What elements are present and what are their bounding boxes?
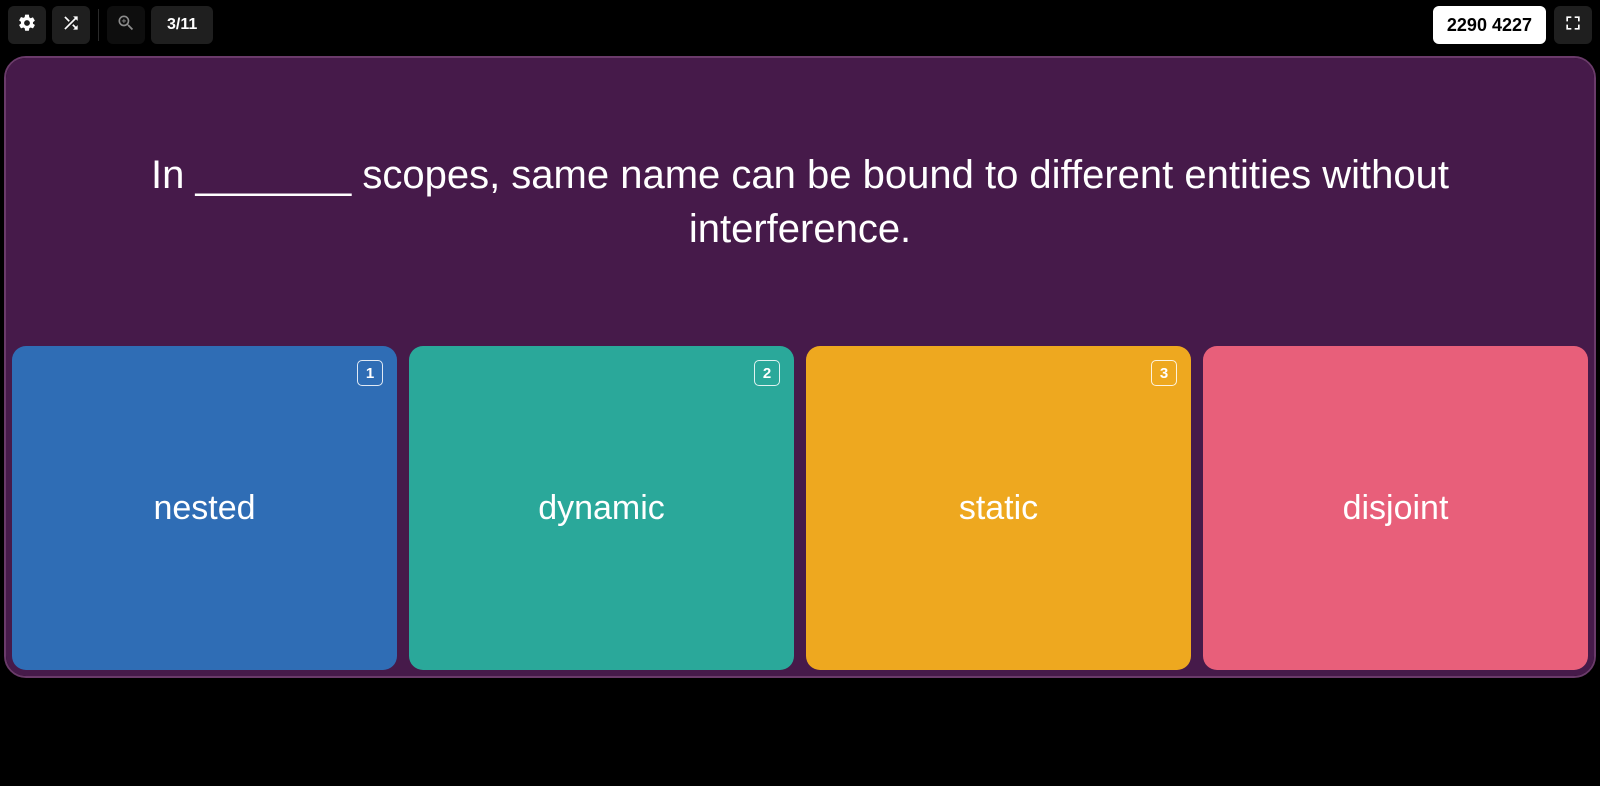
answer-option-3[interactable]: 3 static xyxy=(806,346,1191,670)
zoom-in-icon xyxy=(116,13,136,38)
answers-grid: 1 nested 2 dynamic 3 static 4 disjoint xyxy=(6,346,1594,676)
fullscreen-button[interactable] xyxy=(1554,6,1592,44)
toolbar: 3/11 2290 4227 xyxy=(0,0,1600,50)
toolbar-separator xyxy=(98,9,99,41)
zoom-button[interactable] xyxy=(107,6,145,44)
answer-label: static xyxy=(959,489,1038,528)
answer-option-4[interactable]: 4 disjoint xyxy=(1203,346,1588,670)
shuffle-button[interactable] xyxy=(52,6,90,44)
question-text: In _______ scopes, same name can be boun… xyxy=(46,148,1554,256)
toolbar-left: 3/11 xyxy=(8,6,213,44)
toolbar-right: 2290 4227 xyxy=(1433,6,1592,44)
progress-pill: 3/11 xyxy=(151,6,213,44)
fullscreen-icon xyxy=(1563,13,1583,38)
score-pill: 2290 4227 xyxy=(1433,6,1546,44)
answer-number-badge: 1 xyxy=(357,360,383,386)
answer-option-1[interactable]: 1 nested xyxy=(12,346,397,670)
answer-label: nested xyxy=(153,489,255,528)
score-text: 2290 4227 xyxy=(1447,15,1532,36)
shuffle-icon xyxy=(61,13,81,38)
answer-option-2[interactable]: 2 dynamic xyxy=(409,346,794,670)
answer-number-badge: 2 xyxy=(754,360,780,386)
gear-icon xyxy=(17,13,37,38)
quiz-stage: In _______ scopes, same name can be boun… xyxy=(4,56,1596,678)
answer-number-badge: 3 xyxy=(1151,360,1177,386)
progress-text: 3/11 xyxy=(167,16,197,34)
answer-label: dynamic xyxy=(538,489,665,528)
answer-label: disjoint xyxy=(1343,489,1449,528)
settings-button[interactable] xyxy=(8,6,46,44)
question-panel: In _______ scopes, same name can be boun… xyxy=(6,58,1594,346)
